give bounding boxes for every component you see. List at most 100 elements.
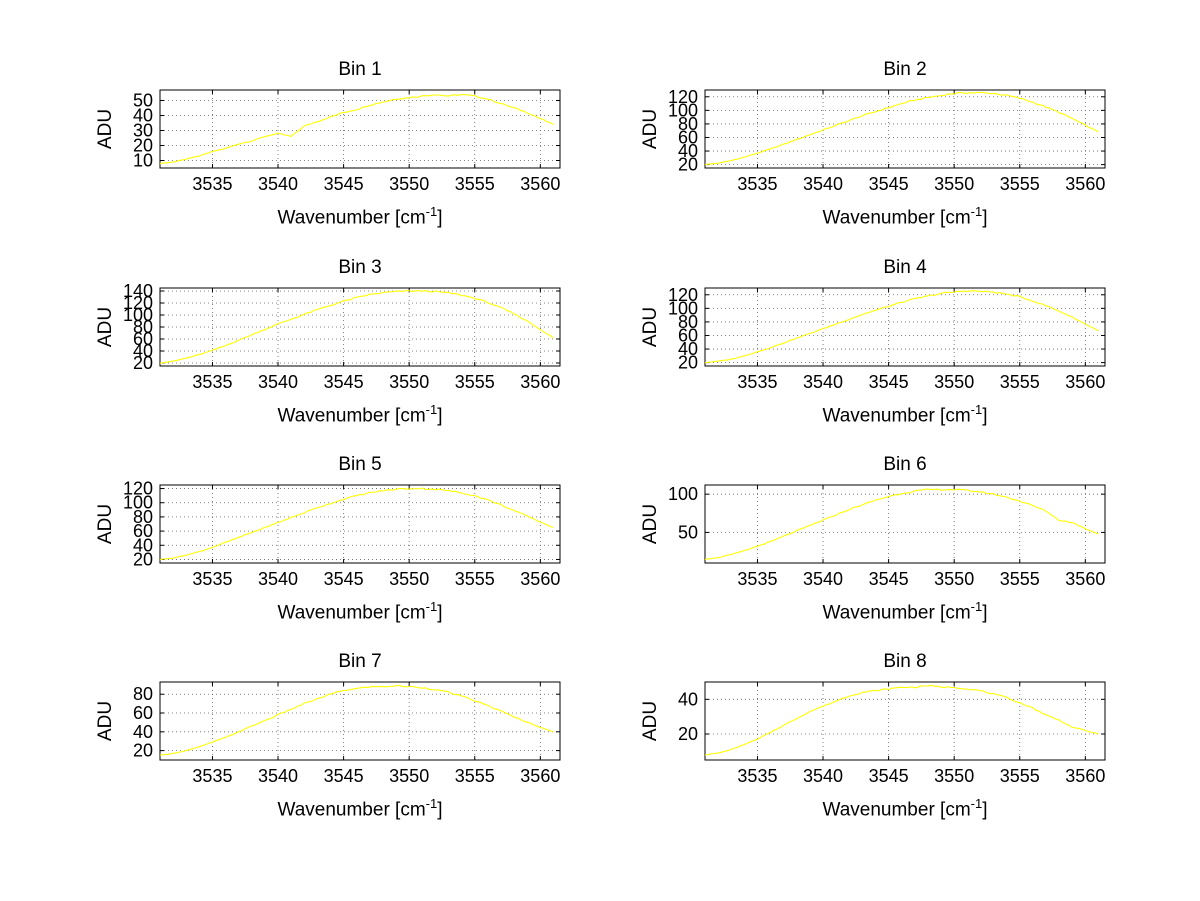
subplot-bin-8: Bin 8 ADU 3535 3540 3545 3550 3555 3560 20 40 W… [565, 650, 1110, 842]
subplot-bin-4: Bin 4 ADU 3535 3540 3545 3550 3555 3560 20 40 60… [565, 256, 1110, 448]
x-tick-label: 3540 [258, 766, 298, 786]
x-tick-label: 3555 [1000, 372, 1040, 392]
x-axis-label-close: ] [982, 799, 988, 821]
x-tick-label: 3560 [520, 766, 560, 786]
x-axis-label-text: Wavenumber [cm [277, 602, 426, 624]
y-tick-label: 120 [668, 285, 698, 305]
y-tick-label: 80 [133, 507, 153, 527]
x-tick-label: 3560 [1065, 174, 1105, 194]
x-tick-label: 3540 [258, 569, 298, 589]
subplot-bin-1: Bin 1 ADU 3535 3540 3545 3550 3555 3560 10 20 30… [20, 58, 565, 250]
plot-title: Bin 7 [338, 651, 382, 672]
x-axis-label-sup: -1 [970, 402, 983, 417]
x-tick-label: 3555 [1000, 174, 1040, 194]
x-tick-label: 3545 [324, 372, 364, 392]
y-tick-label: 20 [678, 353, 698, 373]
x-tick-label: 3560 [520, 569, 560, 589]
x-tick-label: 3550 [934, 372, 974, 392]
axes-box [704, 484, 1106, 564]
x-axis-label-sup: -1 [970, 796, 983, 811]
x-tick-label: 3560 [1065, 569, 1105, 589]
y-tick-label: 20 [133, 741, 153, 761]
y-tick-label: 40 [133, 535, 153, 555]
x-tick-label: 3560 [520, 174, 560, 194]
spectrum-curve [704, 488, 1099, 560]
y-tick-label: 100 [668, 484, 698, 504]
axes-box [704, 89, 1106, 169]
x-axis-label: Wavenumber [cm-1] [705, 599, 1105, 624]
plot-area: 3535 3540 3545 3550 3555 3560 2040608010012014… [123, 281, 561, 392]
subplot-bin-6: Bin 6 ADU 3535 3540 3545 3550 3555 3560 50 100 … [565, 453, 1110, 645]
x-tick-label: 3535 [192, 766, 232, 786]
spectrum-curve [159, 684, 554, 756]
subplot-bin-3: Bin 3 ADU 3535 3540 3545 3550 3555 3560 20 40 60… [20, 256, 565, 448]
y-tick-label: 20 [678, 724, 698, 744]
x-axis-label-text: Wavenumber [cm [822, 799, 971, 821]
x-axis-label-close: ] [982, 207, 988, 229]
x-tick-label: 3535 [192, 174, 232, 194]
y-tick-label: 20 [133, 549, 153, 569]
x-axis-label: Wavenumber [cm-1] [705, 402, 1105, 427]
x-tick-label: 3540 [803, 569, 843, 589]
y-tick-label: 40 [678, 141, 698, 161]
y-tick-label: 50 [678, 522, 698, 542]
x-tick-label: 3560 [1065, 766, 1105, 786]
x-axis-label-sup: -1 [970, 204, 983, 219]
y-tick-label: 20 [678, 155, 698, 175]
x-tick-label: 3555 [1000, 766, 1040, 786]
y-tick-label: 120 [123, 479, 153, 499]
x-axis-label-sup: -1 [425, 796, 438, 811]
axes-box [704, 681, 1106, 761]
x-axis-label-text: Wavenumber [cm [822, 405, 971, 427]
x-tick-label: 3550 [389, 569, 429, 589]
y-tick-label: 80 [133, 317, 153, 337]
x-tick-label: 3545 [324, 766, 364, 786]
y-tick-label: 60 [678, 127, 698, 147]
y-tick-label: 50 [133, 91, 153, 111]
x-tick-label: 3545 [869, 174, 909, 194]
x-tick-label: 3545 [869, 372, 909, 392]
spectrum-curve [159, 93, 554, 165]
plot-title: Bin 8 [883, 651, 927, 672]
spectrum-curve [704, 91, 1099, 166]
x-tick-label: 3545 [324, 174, 364, 194]
plot-title: Bin 6 [883, 454, 927, 475]
x-tick-label: 3540 [803, 174, 843, 194]
axes-box [159, 484, 561, 564]
plot-area: 3535 3540 3545 3550 3555 3560 50 100 [668, 484, 1106, 589]
y-tick-label: 60 [133, 521, 153, 541]
y-tick-label: 60 [133, 703, 153, 723]
x-axis-label-close: ] [437, 799, 443, 821]
x-tick-label: 3545 [869, 569, 909, 589]
y-tick-label: 140 [123, 281, 153, 301]
x-axis-label-sup: -1 [970, 599, 983, 614]
subplot-bin-7: Bin 7 ADU 3535 3540 3545 3550 3555 3560 20 40 60… [20, 650, 565, 842]
subplot-bin-5: Bin 5 ADU 3535 3540 3545 3550 3555 3560 20 40 60… [20, 453, 565, 645]
y-tick-label: 60 [678, 325, 698, 345]
x-tick-label: 3535 [737, 766, 777, 786]
x-axis-label-text: Wavenumber [cm [277, 799, 426, 821]
x-axis-label-close: ] [437, 602, 443, 624]
x-axis-label: Wavenumber [cm-1] [160, 204, 560, 229]
spectrum-curve [704, 290, 1099, 364]
x-tick-label: 3540 [803, 766, 843, 786]
axes-box [159, 681, 561, 761]
x-tick-label: 3555 [455, 569, 495, 589]
x-tick-label: 3550 [389, 174, 429, 194]
x-tick-label: 3560 [520, 372, 560, 392]
subplot-bin-2: Bin 2 ADU 3535 3540 3545 3550 3555 3560 20 40 60… [565, 58, 1110, 250]
plot-area: 3535 3540 3545 3550 3555 3560 20 40 [678, 681, 1106, 786]
y-tick-label: 40 [678, 339, 698, 359]
x-axis-label-text: Wavenumber [cm [822, 207, 971, 229]
x-axis-label-close: ] [437, 405, 443, 427]
x-tick-label: 3550 [934, 174, 974, 194]
x-tick-label: 3535 [737, 372, 777, 392]
x-tick-label: 3555 [1000, 569, 1040, 589]
spectrum-curve [704, 684, 1099, 756]
x-tick-label: 3555 [455, 766, 495, 786]
y-tick-label: 40 [133, 106, 153, 126]
y-tick-label: 20 [133, 136, 153, 156]
